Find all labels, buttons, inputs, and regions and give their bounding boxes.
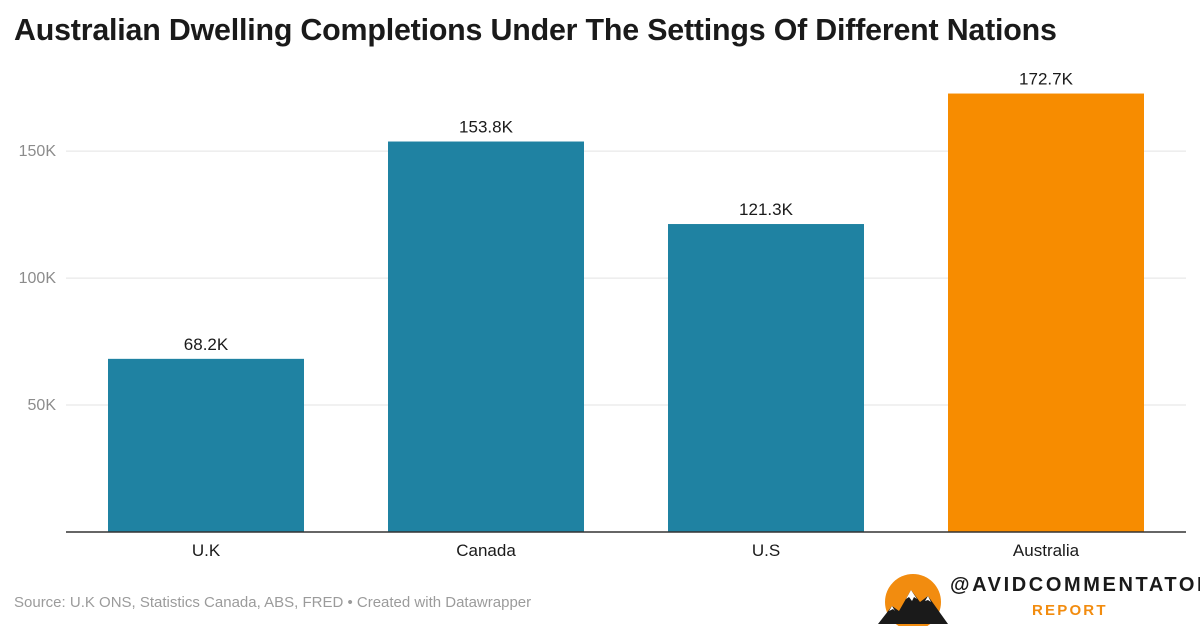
x-tick-label: U.K xyxy=(192,541,221,560)
mountain-sun-logo-icon xyxy=(878,574,948,626)
bar xyxy=(668,224,864,532)
brand-handle: @AVIDCOMMENTATOR xyxy=(950,574,1200,596)
x-axis-labels: U.K Canada U.S Australia xyxy=(192,541,1080,560)
x-tick-label: U.S xyxy=(752,541,780,560)
bar xyxy=(108,358,304,532)
brand-block: @AVIDCOMMENTATOR REPORT xyxy=(878,572,1200,626)
data-label: 68.2K xyxy=(184,335,229,354)
y-tick-label: 100K xyxy=(19,270,57,287)
y-axis-labels: 50K 100K 150K xyxy=(19,143,57,414)
bars xyxy=(108,93,1144,533)
y-tick-label: 50K xyxy=(28,397,57,414)
value-labels: 68.2K 153.8K 121.3K 172.7K xyxy=(184,70,1074,354)
data-label: 121.3K xyxy=(739,200,794,219)
brand-subtitle: REPORT xyxy=(1032,602,1108,619)
bar xyxy=(388,141,584,532)
data-label: 172.7K xyxy=(1019,70,1074,89)
source-note: Source: U.K ONS, Statistics Canada, ABS,… xyxy=(14,594,532,611)
y-tick-label: 150K xyxy=(19,143,57,160)
x-tick-label: Canada xyxy=(456,541,516,560)
bar xyxy=(948,93,1144,533)
x-tick-label: Australia xyxy=(1013,541,1080,560)
data-label: 153.8K xyxy=(459,118,514,137)
bar-chart: 50K 100K 150K 68.2K 153.8K 121.3K 172.7K U.K C… xyxy=(19,70,1186,560)
chart-title: Australian Dwelling Completions Under Th… xyxy=(14,12,1057,47)
